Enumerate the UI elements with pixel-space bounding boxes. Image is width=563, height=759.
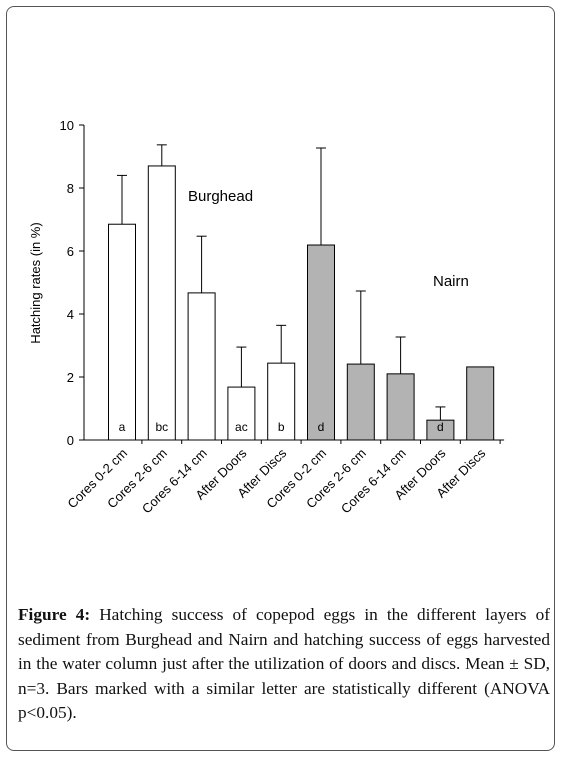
caption-text: Hatching success of copepod eggs in the … bbox=[18, 605, 550, 722]
y-tick-label: 0 bbox=[67, 433, 74, 448]
bar-letter: ac bbox=[235, 420, 248, 434]
bar bbox=[108, 223, 136, 441]
bar bbox=[466, 366, 495, 441]
group-label: Nairn bbox=[433, 273, 469, 290]
bar-letter: a bbox=[119, 420, 126, 434]
bar bbox=[147, 165, 176, 441]
figure-frame bbox=[6, 6, 555, 751]
y-tick-label: 8 bbox=[67, 181, 74, 196]
y-tick-label: 4 bbox=[67, 307, 74, 322]
y-tick-label: 10 bbox=[60, 118, 74, 133]
bar bbox=[227, 386, 256, 441]
caption-label: Figure 4: bbox=[18, 605, 91, 624]
bar bbox=[426, 419, 455, 441]
y-tick-label: 6 bbox=[67, 244, 74, 259]
bar-letter: bc bbox=[155, 420, 168, 434]
bar bbox=[346, 363, 375, 441]
bar bbox=[386, 373, 415, 441]
bar-letter: d bbox=[437, 420, 444, 434]
y-axis-title: Hatching rates (in %) bbox=[28, 222, 43, 343]
bar-letter: b bbox=[278, 420, 285, 434]
y-tick-label: 2 bbox=[67, 370, 74, 385]
bar bbox=[267, 362, 296, 441]
group-label: Burghead bbox=[188, 188, 253, 205]
bar-letter: d bbox=[318, 420, 325, 434]
bar bbox=[187, 292, 216, 441]
bar bbox=[307, 244, 335, 441]
caption: Figure 4: Hatching success of copepod eg… bbox=[18, 603, 550, 726]
